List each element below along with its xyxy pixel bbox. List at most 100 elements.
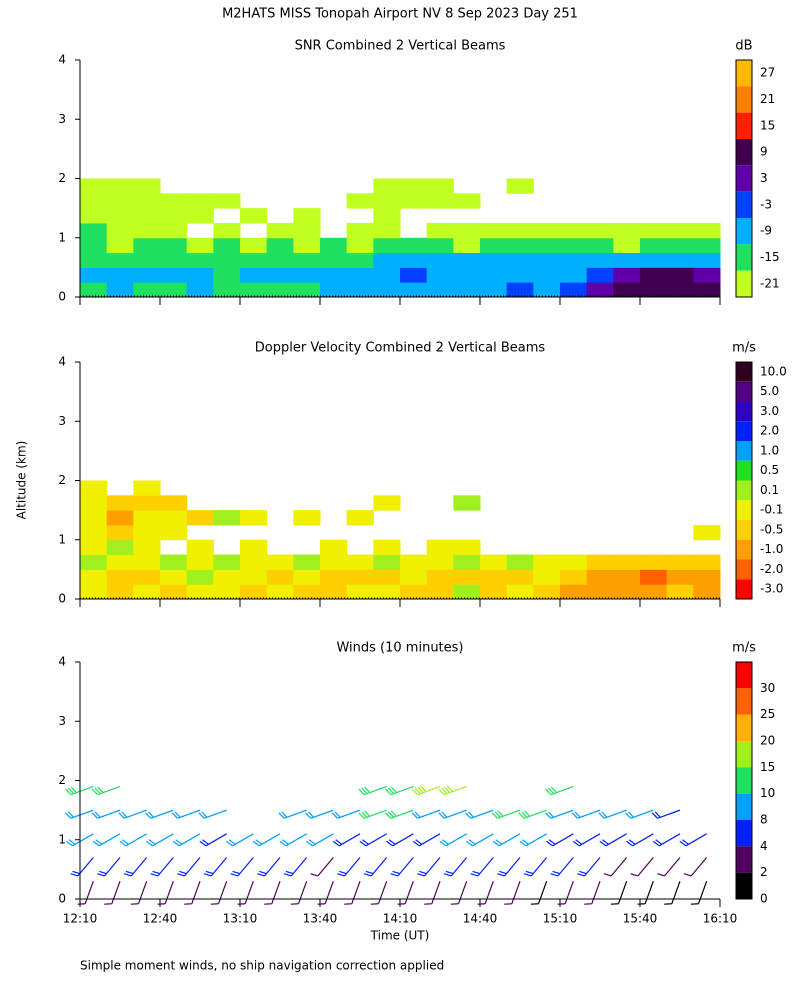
cell [80, 193, 108, 209]
cell [133, 237, 161, 254]
y-tick-label: 1 [58, 532, 66, 546]
wind-barb [65, 809, 94, 819]
wind-barb [664, 881, 681, 905]
cell [586, 222, 614, 239]
cell [213, 267, 241, 283]
wind-barb [571, 809, 601, 819]
cell [266, 222, 294, 239]
colorbar-label: 5.0 [760, 384, 779, 398]
wind-barb [279, 833, 307, 847]
cell [266, 267, 294, 283]
wind-barb [598, 809, 627, 819]
colorbar-label: -3 [760, 197, 772, 211]
colorbar-swatch [736, 520, 752, 540]
cell [80, 222, 108, 239]
wind-barb [172, 833, 201, 847]
colorbar-label: 3.0 [760, 404, 779, 418]
cell [693, 237, 721, 254]
cell [80, 237, 108, 254]
y-tick-label: 3 [58, 714, 66, 728]
cell [373, 569, 401, 585]
wind-barb [104, 881, 121, 905]
cell [186, 569, 214, 585]
cell [480, 237, 508, 254]
cell [453, 252, 481, 268]
cell [373, 267, 401, 283]
cell [533, 252, 561, 268]
colorbar-label: 10.0 [760, 364, 787, 378]
wind-barb [317, 881, 334, 905]
cell [426, 178, 454, 194]
colorbar-label: 30 [760, 681, 775, 695]
wind-barb [557, 881, 574, 905]
cell [133, 584, 161, 600]
cell [693, 222, 721, 239]
wind-barb [92, 833, 121, 847]
cell [133, 222, 161, 239]
wind-barb [572, 833, 601, 847]
colorbar-label: 0.1 [760, 483, 779, 497]
cell [320, 282, 348, 298]
cell [693, 267, 721, 283]
wind-barb [411, 785, 441, 796]
cell [186, 267, 214, 283]
colorbar-swatch [736, 218, 752, 245]
cell [240, 282, 268, 298]
cell [80, 480, 108, 496]
cell [453, 495, 481, 511]
colorbar-swatch [736, 112, 752, 139]
wind-barb [443, 857, 468, 877]
cell [533, 282, 561, 298]
cell [480, 282, 508, 298]
colorbar-label: -21 [760, 276, 780, 290]
cell [160, 524, 188, 541]
wind-barb [545, 809, 574, 819]
wind-barb [118, 809, 147, 819]
wind-barb [310, 857, 334, 877]
cell [426, 193, 454, 209]
wind-barb [411, 809, 441, 819]
cell [346, 584, 374, 600]
cell [373, 252, 401, 268]
cell [373, 282, 401, 298]
cell [373, 222, 401, 239]
cell [80, 208, 108, 224]
colorbar-swatch [736, 460, 752, 481]
cell [80, 510, 108, 526]
wind-barb [477, 881, 494, 905]
cell [133, 193, 161, 209]
colorbar-label: 21 [760, 92, 775, 106]
colorbar-label: 9 [760, 145, 768, 159]
cell [133, 524, 161, 541]
cell [266, 282, 294, 298]
wind-barb [359, 833, 387, 847]
cell [400, 554, 428, 570]
wind-barb [497, 857, 521, 877]
cell [400, 267, 428, 283]
cell [453, 554, 481, 570]
cell [400, 569, 428, 585]
cell [320, 584, 348, 600]
y-axis-label: Altitude (km) [15, 441, 29, 520]
cell [106, 193, 134, 209]
colorbar-swatch [736, 441, 752, 461]
wind-barb [584, 881, 601, 905]
colorbar-label: 8 [760, 813, 768, 827]
y-tick-label: 1 [58, 230, 66, 244]
wind-barb [412, 833, 441, 847]
colorbar-swatch [736, 421, 752, 441]
cell [613, 252, 641, 268]
cell [160, 510, 188, 526]
cell [213, 584, 241, 600]
cell [186, 510, 214, 526]
wind-barb [683, 857, 708, 877]
y-tick-label: 4 [58, 655, 66, 669]
wind-barb [519, 833, 547, 847]
x-tick-label: 12:40 [143, 912, 178, 926]
colorbar-swatch [736, 381, 752, 402]
colorbar-swatch [736, 559, 752, 580]
cell [213, 282, 241, 298]
cell [400, 237, 428, 254]
wind-barb [177, 857, 201, 877]
